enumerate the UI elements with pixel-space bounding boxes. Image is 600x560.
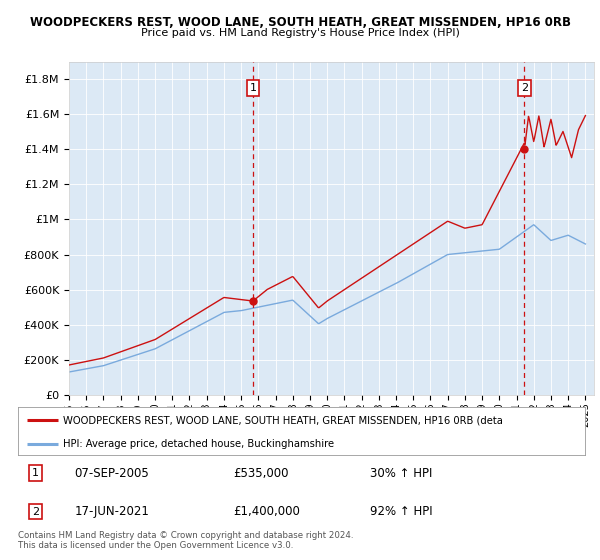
Text: 30% ↑ HPI: 30% ↑ HPI xyxy=(370,466,432,480)
Text: 92% ↑ HPI: 92% ↑ HPI xyxy=(370,505,432,518)
Text: £1,400,000: £1,400,000 xyxy=(233,505,301,518)
Text: WOODPECKERS REST, WOOD LANE, SOUTH HEATH, GREAT MISSENDEN, HP16 0RB (deta: WOODPECKERS REST, WOOD LANE, SOUTH HEATH… xyxy=(64,416,503,426)
Text: Price paid vs. HM Land Registry's House Price Index (HPI): Price paid vs. HM Land Registry's House … xyxy=(140,28,460,38)
Text: WOODPECKERS REST, WOOD LANE, SOUTH HEATH, GREAT MISSENDEN, HP16 0RB: WOODPECKERS REST, WOOD LANE, SOUTH HEATH… xyxy=(29,16,571,29)
Text: 2: 2 xyxy=(521,83,528,93)
Text: 07-SEP-2005: 07-SEP-2005 xyxy=(75,466,149,480)
Text: 1: 1 xyxy=(32,468,39,478)
Text: 2: 2 xyxy=(32,507,40,517)
Text: £535,000: £535,000 xyxy=(233,466,289,480)
Text: Contains HM Land Registry data © Crown copyright and database right 2024.
This d: Contains HM Land Registry data © Crown c… xyxy=(18,531,353,550)
Text: 1: 1 xyxy=(250,83,257,93)
Text: 17-JUN-2021: 17-JUN-2021 xyxy=(75,505,149,518)
Text: HPI: Average price, detached house, Buckinghamshire: HPI: Average price, detached house, Buck… xyxy=(64,439,334,449)
